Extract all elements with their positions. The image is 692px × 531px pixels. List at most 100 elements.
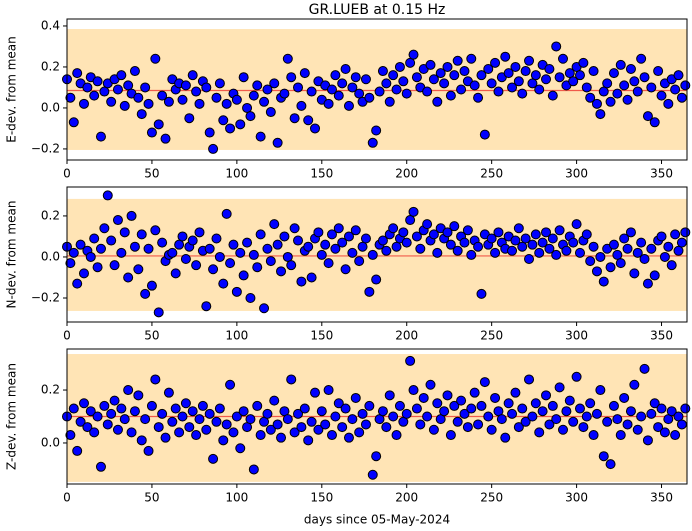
point: [578, 422, 589, 433]
point: [591, 98, 602, 109]
point: [469, 80, 480, 91]
point: [408, 49, 419, 60]
point: [517, 403, 528, 414]
point: [123, 385, 134, 396]
point: [360, 233, 371, 244]
x-tick-label: 100: [225, 167, 248, 181]
point: [639, 72, 650, 83]
point: [547, 233, 558, 244]
point: [333, 398, 344, 409]
point: [524, 254, 535, 265]
point: [184, 113, 195, 124]
point: [503, 68, 514, 79]
point: [201, 82, 212, 93]
point: [619, 233, 630, 244]
point: [350, 72, 361, 83]
point: [513, 223, 524, 234]
point: [656, 90, 667, 101]
point: [177, 94, 188, 105]
point: [391, 84, 402, 95]
point: [320, 239, 331, 250]
point: [530, 398, 541, 409]
y-tick-label: −0.2: [31, 141, 60, 155]
point: [180, 254, 191, 265]
point: [527, 78, 538, 89]
point: [398, 227, 409, 238]
point: [180, 80, 191, 91]
point: [551, 249, 562, 260]
point: [381, 78, 392, 89]
point: [558, 53, 568, 64]
point: [211, 92, 222, 103]
point: [598, 451, 609, 462]
point: [513, 76, 524, 87]
y-tick-label: 0.2: [41, 383, 60, 397]
point: [228, 427, 239, 438]
point: [367, 137, 378, 148]
point: [466, 403, 477, 414]
point: [194, 414, 205, 425]
point: [187, 406, 198, 417]
point: [537, 237, 548, 248]
x-tick-label: 0: [63, 491, 71, 505]
point: [530, 70, 541, 81]
point: [659, 251, 670, 262]
point: [347, 82, 358, 93]
point: [296, 422, 307, 433]
point: [228, 239, 239, 250]
point: [299, 403, 310, 414]
point: [160, 432, 171, 443]
x-tick-label: 250: [480, 329, 503, 343]
point: [534, 247, 545, 258]
point: [235, 119, 246, 130]
point: [479, 129, 490, 140]
point: [201, 301, 212, 312]
point: [265, 256, 276, 267]
point: [313, 227, 324, 238]
y-axis-label: Z-dev. from mean: [5, 363, 19, 470]
point: [350, 225, 361, 236]
point: [629, 268, 640, 279]
point: [642, 111, 653, 122]
point: [272, 419, 283, 430]
point: [347, 247, 358, 258]
point: [252, 80, 263, 91]
point: [119, 414, 130, 425]
x-tick-label: 350: [650, 329, 673, 343]
point: [194, 98, 205, 109]
point: [445, 90, 456, 101]
point: [568, 76, 579, 87]
point: [371, 125, 382, 136]
point: [608, 400, 619, 411]
point: [89, 233, 100, 244]
point: [591, 266, 602, 277]
point: [153, 119, 164, 130]
point: [490, 247, 501, 258]
point: [388, 70, 399, 81]
point: [656, 231, 667, 242]
point: [157, 237, 168, 248]
point: [598, 86, 609, 97]
point: [282, 53, 293, 64]
point: [367, 249, 378, 260]
x-tick-label: 200: [395, 167, 418, 181]
point: [143, 445, 154, 456]
point: [377, 66, 388, 77]
point: [411, 72, 422, 83]
point: [95, 461, 106, 472]
point: [473, 92, 484, 103]
point: [92, 262, 103, 273]
point: [486, 233, 497, 244]
y-tick-label: 0.0: [41, 249, 60, 263]
point: [65, 92, 76, 103]
point: [68, 247, 79, 258]
point: [150, 225, 161, 236]
point: [109, 395, 120, 406]
point: [72, 68, 83, 79]
point: [625, 227, 636, 238]
point: [289, 223, 300, 234]
point: [391, 241, 402, 252]
point: [670, 430, 681, 441]
point: [585, 398, 596, 409]
point: [405, 355, 416, 366]
